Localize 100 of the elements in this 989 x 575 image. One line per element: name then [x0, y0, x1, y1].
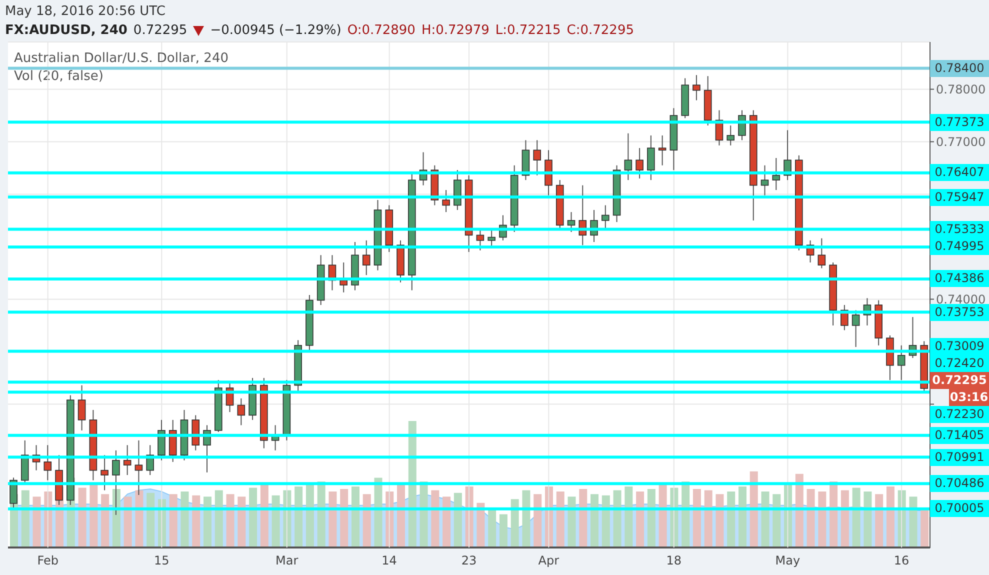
- bar: [214, 490, 223, 547]
- candlestick: [852, 310, 860, 348]
- ref-line-label: 0.75947: [930, 188, 989, 206]
- bar: [21, 490, 30, 547]
- candlestick: [123, 444, 132, 476]
- bar: [727, 492, 736, 547]
- bar: [374, 478, 382, 547]
- text: H:0.72979: [421, 23, 490, 38]
- bar: [78, 488, 86, 547]
- bar: [340, 489, 348, 547]
- bar: [806, 489, 815, 547]
- bar: [476, 502, 485, 547]
- bar: [830, 481, 838, 547]
- ref-line-label: 0.70005: [930, 500, 989, 518]
- text: 0.72295: [930, 372, 989, 389]
- candlestick: [100, 454, 108, 491]
- bar: [818, 492, 826, 547]
- chart-title: FX:AUDUSD, 240: [5, 23, 128, 38]
- bar: [431, 490, 440, 547]
- bar: [613, 490, 622, 547]
- bar: [260, 484, 268, 547]
- y-tick-label: 0.74000: [936, 292, 986, 306]
- candlestick: [658, 134, 666, 166]
- bar: [488, 509, 496, 547]
- bar: [556, 492, 564, 547]
- ref-line-label: 0.77373: [930, 114, 989, 131]
- x-tick-label: 18: [666, 554, 682, 568]
- x-tick-label: 16: [894, 554, 910, 568]
- ref-line-label: 0.72230: [930, 406, 989, 423]
- ref-line-label: 0.73009: [930, 338, 989, 355]
- bar: [522, 490, 530, 547]
- text: C:0.72295: [566, 23, 634, 38]
- bar: [32, 496, 41, 547]
- bar: [204, 496, 212, 547]
- bar: [658, 484, 667, 547]
- bar: [351, 486, 360, 547]
- bar: [420, 481, 428, 547]
- bar: [716, 494, 724, 547]
- candlestick: [602, 204, 610, 229]
- bar: [249, 488, 258, 547]
- candlestick: [340, 262, 348, 293]
- ref-line-label: 0.74995: [930, 238, 989, 256]
- bar: [226, 494, 234, 547]
- bar: [317, 481, 326, 547]
- x-tick-label: May: [775, 554, 800, 568]
- candlestick: [897, 344, 906, 381]
- bar: [101, 494, 110, 547]
- x-tick-label: 23: [461, 554, 477, 568]
- bar: [294, 486, 303, 547]
- candlestick: [647, 134, 655, 181]
- bar: [124, 496, 132, 547]
- bar: [772, 494, 781, 547]
- candlestick: [237, 398, 246, 426]
- bar: [579, 489, 588, 547]
- ref-line-label: 0.70486: [930, 475, 989, 492]
- candlestick: [818, 238, 826, 269]
- bar: [761, 492, 770, 547]
- bar: [886, 486, 894, 547]
- ref-line-label: 0.75333: [930, 220, 989, 238]
- bar: [534, 494, 542, 547]
- bar: [362, 494, 371, 547]
- x-tick-label: Feb: [37, 554, 58, 568]
- ref-line-label: 0.71405: [930, 426, 989, 444]
- bar: [875, 494, 884, 547]
- candlestick: [692, 74, 700, 101]
- candlestick: [636, 148, 644, 179]
- ref-line-label: 0.78400: [930, 60, 989, 77]
- bar: [442, 496, 451, 547]
- candlestick: [362, 240, 370, 276]
- chart-title: Vol (20, false): [14, 69, 104, 84]
- y-tick-label: 0.78000: [936, 82, 986, 96]
- candlestick: [78, 384, 86, 431]
- text: L:0.72215: [495, 23, 561, 38]
- bar: [499, 514, 508, 547]
- text: 0.72295: [133, 23, 188, 38]
- candlestick: [760, 164, 769, 196]
- text: May 18, 2016 20:56 UTC: [5, 4, 166, 19]
- text: O:0.72890: [347, 23, 416, 38]
- bar: [306, 484, 314, 547]
- candlestick: [44, 444, 52, 481]
- bar: [852, 488, 860, 547]
- x-tick-label: 15: [154, 554, 170, 568]
- bar: [192, 495, 200, 547]
- bar: [864, 492, 872, 547]
- bar: [397, 484, 406, 547]
- candlestick: [442, 190, 450, 213]
- candlestick: [772, 158, 780, 191]
- x-tick-label: Mar: [276, 554, 298, 568]
- bar: [909, 496, 918, 547]
- bar: [238, 496, 246, 547]
- candlestick: [533, 140, 542, 176]
- x-tick-label: 14: [382, 554, 397, 568]
- text: 03:16: [949, 388, 989, 406]
- bar: [590, 494, 599, 547]
- bar: [840, 490, 849, 547]
- bar: [682, 481, 690, 547]
- bar: [272, 495, 280, 547]
- ref-line-label: 0.70991: [930, 448, 989, 466]
- ref-line-label: 0.76407: [930, 164, 989, 182]
- bar: [146, 492, 155, 547]
